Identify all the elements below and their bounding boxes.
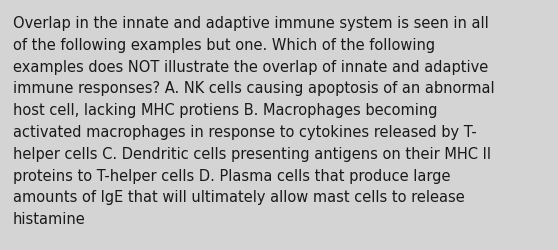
- Text: examples does NOT illustrate the overlap of innate and adaptive: examples does NOT illustrate the overlap…: [13, 59, 488, 74]
- Text: host cell, lacking MHC protiens B. Macrophages becoming: host cell, lacking MHC protiens B. Macro…: [13, 103, 437, 118]
- Text: immune responses? A. NK cells causing apoptosis of an abnormal: immune responses? A. NK cells causing ap…: [13, 81, 494, 96]
- Text: proteins to T-helper cells D. Plasma cells that produce large: proteins to T-helper cells D. Plasma cel…: [13, 168, 450, 183]
- Text: Overlap in the innate and adaptive immune system is seen in all: Overlap in the innate and adaptive immun…: [13, 16, 489, 31]
- Text: activated macrophages in response to cytokines released by T-: activated macrophages in response to cyt…: [13, 124, 477, 140]
- Text: of the following examples but one. Which of the following: of the following examples but one. Which…: [13, 38, 435, 52]
- Text: helper cells C. Dendritic cells presenting antigens on their MHC II: helper cells C. Dendritic cells presenti…: [13, 146, 491, 161]
- Text: histamine: histamine: [13, 211, 86, 226]
- Text: amounts of IgE that will ultimately allow mast cells to release: amounts of IgE that will ultimately allo…: [13, 190, 465, 204]
